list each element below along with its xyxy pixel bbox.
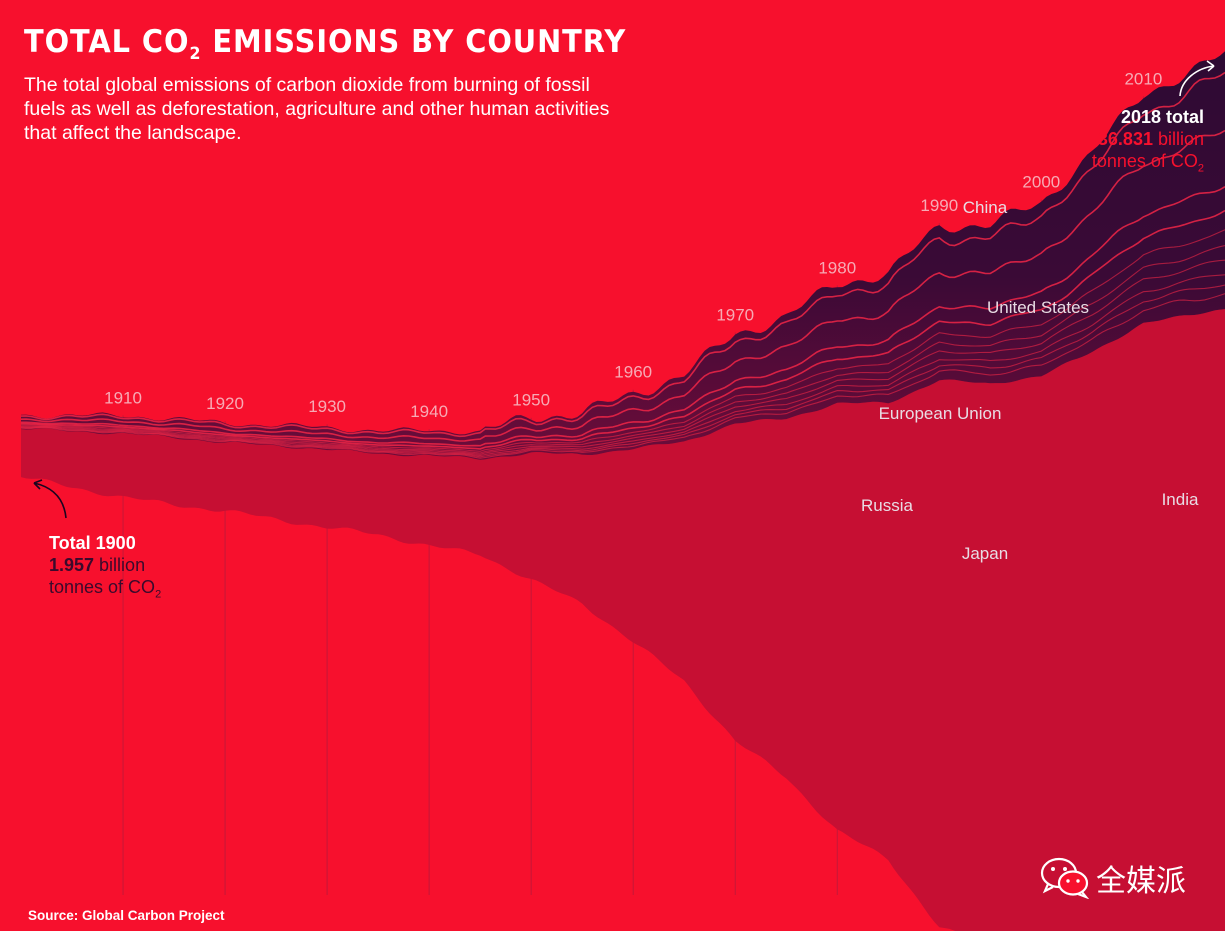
year-label-2000: 2000 <box>1022 173 1060 192</box>
annotation-2018-unit: tonnes of CO2 <box>1091 151 1204 175</box>
source-note: Source: Global Carbon Project <box>28 908 225 923</box>
year-label-1940: 1940 <box>410 402 448 421</box>
country-labels: China United States European Union Russia Ja… <box>861 198 1199 563</box>
divider-line <box>21 186 1225 447</box>
arrow-1900-head <box>33 479 43 490</box>
country-label-japan: Japan <box>962 544 1008 563</box>
divider-line <box>20 274 1225 457</box>
band-rest-of-world <box>21 309 1225 931</box>
divider-line <box>20 284 1225 458</box>
annotation-arrows <box>33 60 1215 519</box>
country-label-united-states: United States <box>987 298 1089 317</box>
year-label-1920: 1920 <box>206 394 244 413</box>
country-label-european-union: European Union <box>879 404 1002 423</box>
annotation-1900-value: 1.957 billion <box>49 555 146 575</box>
divider-line <box>20 259 1225 455</box>
chart-subtitle: The total global emissions of carbon dio… <box>24 74 610 144</box>
divider-line <box>20 129 1225 442</box>
divider-line <box>20 71 1225 438</box>
divider-line <box>20 293 1225 459</box>
chart-title: TOTAL CO2 EMISSIONS BY COUNTRY <box>24 24 627 65</box>
year-label-1970: 1970 <box>716 306 754 325</box>
year-label-1990: 1990 <box>920 196 958 215</box>
divider-line <box>20 209 1225 450</box>
year-label-1960: 1960 <box>614 363 652 382</box>
country-label-russia: Russia <box>861 496 914 515</box>
annotation-1900-label: Total 1900 <box>49 533 136 553</box>
watermark: 全媒派 <box>1040 856 1186 900</box>
country-label-china: China <box>963 198 1008 217</box>
year-label-1950: 1950 <box>512 391 550 410</box>
country-label-india: India <box>1162 490 1199 509</box>
country-divider-lines <box>20 71 1225 459</box>
year-labels: 1910 1920 1930 1940 1950 1960 1970 1980 1990 2000… <box>104 69 1162 421</box>
divider-line <box>20 229 1225 452</box>
year-label-1910: 1910 <box>104 388 142 407</box>
annotation-1900-unit: tonnes of CO2 <box>49 577 162 601</box>
watermark-text: 全媒派 <box>1096 864 1186 899</box>
year-label-1980: 1980 <box>818 258 856 277</box>
arrow-2018-head <box>1206 60 1215 72</box>
arrow-2018 <box>1179 65 1215 97</box>
annotation-2018-label: 2018 total <box>1120 107 1204 127</box>
annotation-1900: Total 1900 1.957 billion tonnes of CO2 <box>49 532 161 606</box>
arrow-1900 <box>33 482 67 519</box>
year-label-1930: 1930 <box>308 397 346 416</box>
divider-line <box>20 244 1225 454</box>
year-label-2010: 2010 <box>1124 69 1162 88</box>
wechat-icon <box>1040 857 1090 899</box>
annotation-2018-value: 36.831 billion <box>1097 129 1204 149</box>
annotation-2018: 2018 total 36.831 billion tonnes of CO2 <box>1066 106 1204 180</box>
